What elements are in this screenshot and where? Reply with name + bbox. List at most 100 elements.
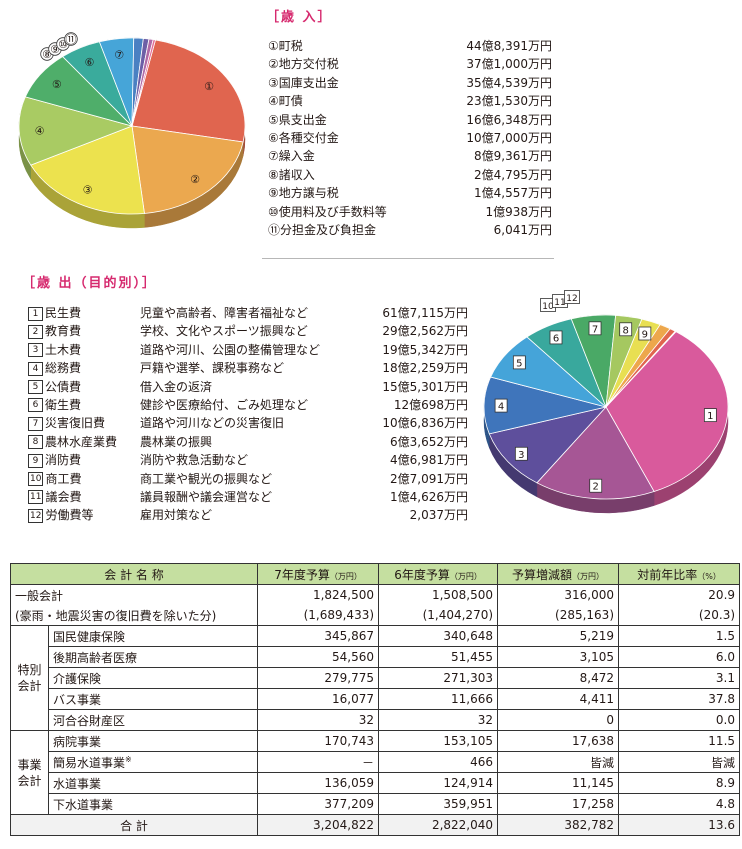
expenditure-item-marker: 7 — [28, 416, 43, 431]
revenue-item-label: ⑨地方譲与税 — [268, 186, 339, 201]
undefined-slice-1 — [131, 39, 246, 143]
revenue-item-amount: 2億4,795万円 — [474, 167, 552, 182]
revenue-list-item: ⑤県支出金 16億6,348万円 — [268, 111, 552, 129]
total-r6: 2,822,040 — [378, 814, 499, 836]
header-ratio: 対前年比率（%） — [618, 563, 741, 585]
budget-diff: 17,638 — [497, 730, 620, 752]
revenue-item-label: ⑥各種交付金 — [268, 130, 339, 145]
expenditure-item-desc: 道路や河川、公園の整備管理など — [140, 342, 321, 357]
revenue-list-item: ④町債 23億1,530万円 — [268, 92, 552, 110]
expenditure-item-marker: 10 — [28, 472, 44, 487]
expenditure-item-amount: 1億4,626万円 — [390, 489, 468, 504]
expenditure-item-label: 9 消防費 — [28, 451, 81, 469]
revenue-slice-label-4: ④ — [35, 124, 45, 137]
r7-budget: 54,560 — [257, 646, 380, 668]
revenue-slice-marker-circle-11 — [64, 32, 78, 46]
expenditure-slice-marker-box-7 — [588, 321, 602, 336]
budget-diff: 11,145 — [497, 772, 620, 794]
expenditure-item-marker: 3 — [28, 343, 43, 358]
expenditure-slice-label-4: 4 — [498, 402, 504, 413]
revenue-item-label: ①町税 — [268, 39, 303, 53]
expenditure-slice-label-1: 1 — [707, 411, 713, 422]
account-name: 介護保険 — [47, 667, 259, 689]
revenue-title: ［歳 入］ — [266, 10, 333, 25]
budget-diff: 5,219 — [497, 625, 620, 647]
expenditure-item-desc: 消防や救急活動など — [140, 453, 249, 468]
expenditure-item-label: 12 労働費等 — [28, 508, 94, 523]
revenue-item-label: ④町債 — [268, 94, 303, 109]
budget-diff: 0 — [497, 709, 620, 731]
yoy-ratio: 37.8 — [618, 688, 741, 710]
r6-budget: 466 — [378, 751, 499, 773]
undefined-slice-11 — [131, 39, 156, 127]
undefined-slice-2 — [131, 125, 244, 214]
expenditure-list-item: 10 商工費 商工業や観光の振興など 2億7,091万円 — [28, 470, 468, 488]
expenditure-item-marker: 4 — [28, 361, 43, 376]
expenditure-slice-marker-box-2 — [589, 478, 603, 493]
expenditure-item-desc: 農林業の振興 — [140, 434, 213, 449]
revenue-item-amount: 10億7,000万円 — [466, 130, 552, 145]
revenue-item-label: ⑦繰入金 — [268, 149, 315, 164]
account-name: 病院事業 — [47, 730, 259, 752]
revenue-slice-label-11: ⑪ — [66, 33, 77, 46]
expenditure-item-desc: 道路や河川などの災害復旧 — [140, 416, 285, 431]
revenue-item-amount: 1億938万円 — [485, 204, 552, 219]
account-name: 下水道事業 — [47, 793, 259, 815]
expenditure-item-desc: 学校、文化やスポーツ振興など — [140, 324, 308, 339]
expenditure-title: ［歳 出（目的別）］ — [22, 276, 158, 291]
expenditure-item-amount: 2億7,091万円 — [390, 471, 468, 486]
total-ratio: 13.6 — [618, 814, 741, 836]
revenue-item-amount: 44億8,391万円 — [466, 39, 552, 53]
undefined-slice-1 — [605, 331, 729, 493]
expenditure-item-desc: 議員報酬や議会運営など — [140, 489, 273, 504]
expenditure-item-desc: 商工業や観光の振興など — [140, 471, 273, 486]
expenditure-item-amount: 10億6,836万円 — [382, 416, 468, 431]
expenditure-list-item: 9 消防費 消防や救急活動など 4億6,981万円 — [28, 451, 468, 469]
revenue-list-item: ⑦繰入金 8億9,361万円 — [268, 147, 552, 165]
account-name: バス事業 — [47, 688, 259, 710]
revenue-list-item: ⑨地方譲与税 1億4,557万円 — [268, 184, 552, 202]
enterprise-group-label: 事業 会計 — [10, 730, 49, 815]
expenditure-item-label: 1 民生費 — [28, 304, 81, 322]
expenditure-list-item: 3 土木費 道路や河川、公園の整備管理など 19億5,342万円 — [28, 341, 468, 359]
expenditure-item-label: 5 公債費 — [28, 378, 81, 396]
total-diff: 382,782 — [497, 814, 620, 836]
expenditure-item-label: 10 商工費 — [28, 471, 82, 487]
expenditure-item-marker: 2 — [28, 324, 43, 339]
yoy-ratio: 皆減 — [618, 751, 741, 773]
expenditure-slice-marker-box-6 — [549, 330, 563, 345]
r6-budget: 271,303 — [378, 667, 499, 689]
r6-budget: 359,951 — [378, 793, 499, 815]
expenditure-list-item: 12 労働費等 雇用対策など 2,037万円 — [28, 506, 468, 524]
revenue-slice-label-8: ⑧ — [42, 48, 52, 61]
account-name: 水道事業 — [47, 772, 259, 794]
expenditure-item-marker: 6 — [28, 398, 43, 413]
expenditure-list-item: 4 総務費 戸籍や選挙、課税事務など 18億2,259万円 — [28, 359, 468, 377]
enterprise-account-row: 簡易水道事業※ － 466 皆減 皆減 — [11, 751, 741, 773]
expenditure-item-amount: 18億2,259万円 — [382, 361, 468, 376]
account-name: 国民健康保険 — [47, 625, 259, 647]
expenditure-slice-label-8: 8 — [623, 325, 629, 336]
revenue-slice-label-7: ⑦ — [114, 49, 124, 62]
revenue-list-item: ⑥各種交付金 10億7,000万円 — [268, 129, 552, 147]
enterprise-account-row: 事業 会計 病院事業 170,743 153,105 17,638 11.5 — [10, 730, 741, 815]
expenditure-slice-label-7: 7 — [592, 324, 598, 335]
expenditure-slice-label-5: 5 — [516, 358, 522, 369]
expenditure-item-amount: 4億6,981万円 — [390, 453, 468, 468]
revenue-item-label: ⑩使用料及び手数料等 — [268, 204, 387, 219]
r6-budget: 153,105 — [378, 730, 499, 752]
expenditure-slice-label-6: 6 — [553, 333, 559, 344]
undefined-slice-12 — [605, 330, 677, 408]
header-account-name: 会 計 名 称 — [9, 563, 259, 585]
revenue-item-amount: 1億4,557万円 — [474, 186, 552, 201]
yoy-ratio: 0.0 — [618, 709, 741, 731]
r6-budget: 11,666 — [378, 688, 499, 710]
budget-diff: 17,258 — [497, 793, 620, 815]
expenditure-item-desc: 戸籍や選挙、課税事務など — [140, 361, 285, 376]
account-name: 後期高齢者医療 — [47, 646, 259, 668]
budget-diff: 8,472 — [497, 667, 620, 689]
expenditure-slice-label-11: 11 — [554, 298, 565, 308]
undefined-slice-3 — [488, 406, 608, 484]
expenditure-slice-label-12: 12 — [566, 294, 577, 304]
